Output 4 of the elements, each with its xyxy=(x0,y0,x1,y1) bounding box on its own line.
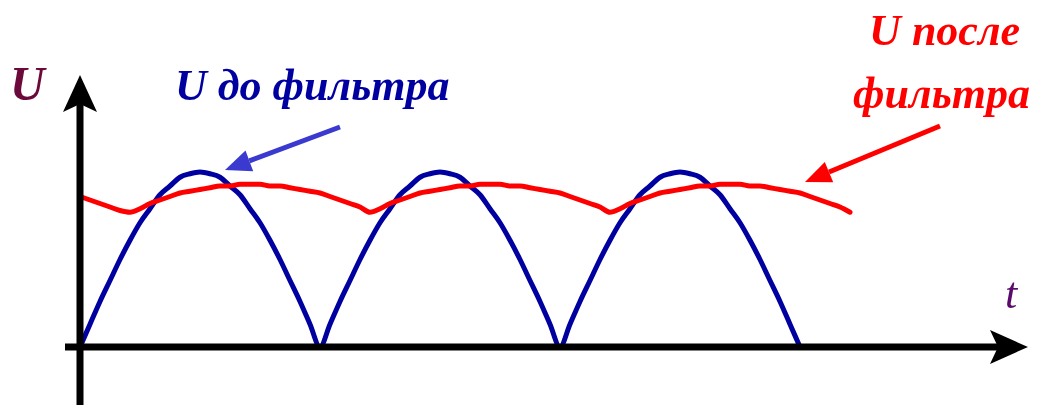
series-label: U до фильтра xyxy=(175,61,450,110)
y-axis-title: U xyxy=(10,57,47,110)
x-axis-title: t xyxy=(1005,269,1019,318)
text: U после фильтра xyxy=(853,6,1030,118)
